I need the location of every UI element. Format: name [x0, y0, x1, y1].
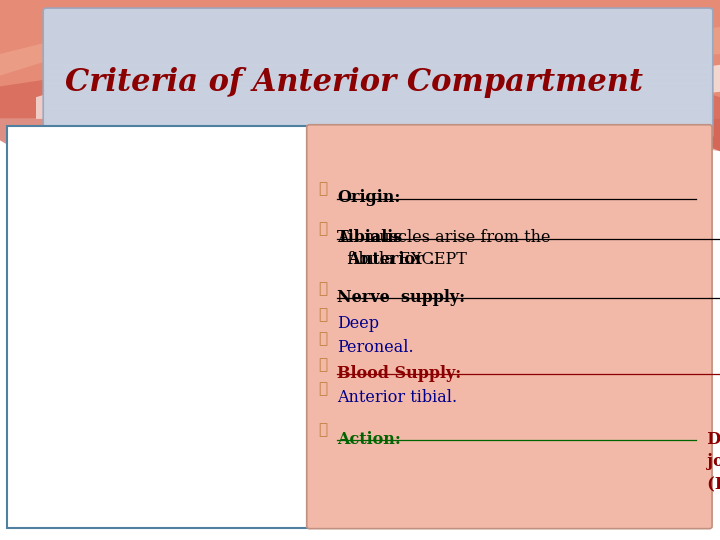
Text: Blood Supply:: Blood Supply: — [337, 364, 462, 382]
Text: Deep: Deep — [337, 315, 379, 332]
Text: Peroneal.: Peroneal. — [337, 340, 413, 356]
Text: Origin:: Origin: — [337, 189, 400, 206]
FancyBboxPatch shape — [307, 125, 712, 529]
Text: ❧: ❧ — [318, 182, 328, 196]
Text: Anterior tibial.: Anterior tibial. — [337, 389, 457, 407]
Polygon shape — [0, 16, 720, 76]
Polygon shape — [0, 0, 720, 151]
Text: ❧: ❧ — [318, 357, 328, 372]
Text: Criteria of Anterior Compartment: Criteria of Anterior Compartment — [65, 68, 643, 98]
FancyBboxPatch shape — [7, 126, 311, 528]
Text: ❧: ❧ — [318, 222, 328, 236]
Text: All muscles arise from the
  fibula EXCEPT: All muscles arise from the fibula EXCEPT — [337, 229, 551, 268]
Text: Tibialis
  Anterior .: Tibialis Anterior . — [337, 229, 435, 268]
FancyBboxPatch shape — [43, 8, 713, 138]
Polygon shape — [634, 119, 720, 151]
Polygon shape — [0, 119, 72, 157]
Polygon shape — [36, 49, 720, 124]
Text: Action:: Action: — [337, 430, 401, 448]
Text: ❧: ❧ — [318, 333, 328, 347]
Text: Nerve  supply:: Nerve supply: — [337, 289, 465, 306]
Text: ❧: ❧ — [318, 308, 328, 322]
Polygon shape — [0, 0, 720, 97]
Text: ❧: ❧ — [318, 423, 328, 437]
Text: Dorsiflexion of the ankle
  joint & Extension of the toes &
  (Inversion).: Dorsiflexion of the ankle joint & Extens… — [696, 430, 720, 492]
Text: ❧: ❧ — [318, 282, 328, 296]
Text: ❧: ❧ — [318, 382, 328, 396]
